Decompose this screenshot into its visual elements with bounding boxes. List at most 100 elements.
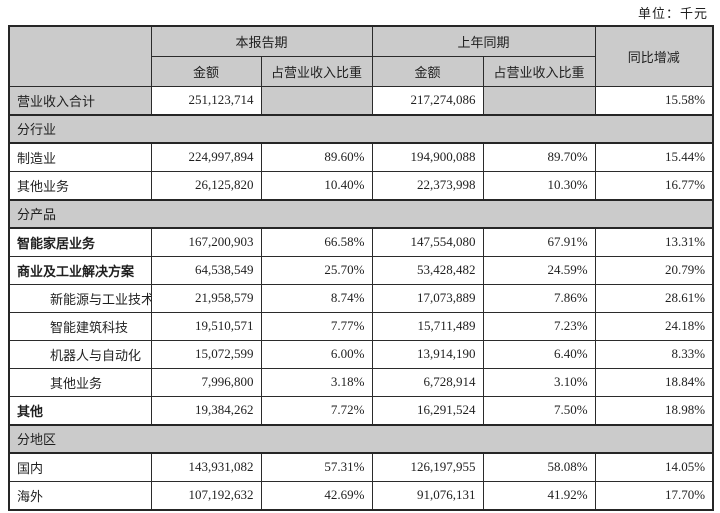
table-row: 海外 107,192,632 42.69% 91,076,131 41.92% … — [8, 480, 714, 510]
cell-current-amount: 7,996,800 — [150, 367, 262, 397]
cell-prior-amount: 194,900,088 — [371, 142, 484, 172]
table-row: 商业及工业解决方案 64,538,549 25.70% 53,428,482 2… — [8, 255, 714, 285]
table-row: 国内 143,931,082 57.31% 126,197,955 58.08%… — [8, 452, 714, 482]
cell-prior-amount: 16,291,524 — [371, 395, 484, 425]
header-prior-amount: 金额 — [371, 55, 484, 87]
section-label: 分地区 — [8, 423, 714, 454]
header-row-periods: 本报告期 上年同期 同比增减 — [8, 25, 714, 87]
table-row-total: 营业收入合计 251,123,714 217,274,086 15.58% — [8, 85, 714, 115]
cell-current-amount: 64,538,549 — [150, 255, 262, 285]
row-label: 海外 — [8, 480, 152, 510]
cell-prior-amount: 147,554,080 — [371, 227, 484, 257]
cell-current-amount: 21,958,579 — [150, 283, 262, 313]
cell-prior-amount: 17,073,889 — [371, 283, 484, 313]
cell-current-share: 25.70% — [260, 255, 373, 285]
cell-prior-share: 7.50% — [482, 395, 596, 425]
row-label: 智能家居业务 — [8, 227, 152, 257]
cell-current-amount: 224,997,894 — [150, 142, 262, 172]
cell-prior-share: 6.40% — [482, 339, 596, 369]
cell-current-share: 89.60% — [260, 142, 373, 172]
row-label: 其他业务 — [8, 367, 152, 397]
table-row: 智能建筑科技 19,510,571 7.77% 15,711,489 7.23%… — [8, 311, 714, 341]
header-prior-share: 占营业收入比重 — [482, 55, 596, 87]
cell-yoy: 17.70% — [594, 480, 714, 510]
table-row: 制造业 224,997,894 89.60% 194,900,088 89.70… — [8, 142, 714, 172]
cell-prior-amount: 91,076,131 — [371, 480, 484, 510]
cell-prior-amount: 6,728,914 — [371, 367, 484, 397]
cell-yoy: 20.79% — [594, 255, 714, 285]
cell-prior-amount: 126,197,955 — [371, 452, 484, 482]
table-row: 其他业务 7,996,800 3.18% 6,728,914 3.10% 18.… — [8, 367, 714, 397]
row-label: 营业收入合计 — [8, 85, 152, 115]
cell-current-share — [260, 85, 373, 115]
cell-current-amount: 26,125,820 — [150, 170, 262, 200]
section-label: 分产品 — [8, 198, 714, 229]
section-row-region: 分地区 — [8, 423, 714, 454]
table-row: 其他 19,384,262 7.72% 16,291,524 7.50% 18.… — [8, 395, 714, 425]
cell-current-share: 66.58% — [260, 227, 373, 257]
cell-prior-share: 58.08% — [482, 452, 596, 482]
row-label: 制造业 — [8, 142, 152, 172]
table-row: 智能家居业务 167,200,903 66.58% 147,554,080 67… — [8, 227, 714, 257]
section-row-industry: 分行业 — [8, 113, 714, 144]
cell-prior-share: 7.23% — [482, 311, 596, 341]
cell-prior-share: 41.92% — [482, 480, 596, 510]
row-label: 机器人与自动化 — [8, 339, 152, 369]
cell-prior-share: 67.91% — [482, 227, 596, 257]
cell-prior-amount: 22,373,998 — [371, 170, 484, 200]
cell-yoy: 16.77% — [594, 170, 714, 200]
cell-yoy: 13.31% — [594, 227, 714, 257]
cell-current-amount: 15,072,599 — [150, 339, 262, 369]
cell-prior-amount: 15,711,489 — [371, 311, 484, 341]
cell-current-amount: 107,192,632 — [150, 480, 262, 510]
cell-prior-amount: 53,428,482 — [371, 255, 484, 285]
header-yoy: 同比增减 — [594, 25, 714, 87]
cell-prior-share: 10.30% — [482, 170, 596, 200]
table-row: 新能源与工业技术 21,958,579 8.74% 17,073,889 7.8… — [8, 283, 714, 313]
row-label: 新能源与工业技术 — [8, 283, 152, 313]
header-corner-cell — [8, 25, 152, 87]
cell-prior-share — [482, 85, 596, 115]
header-row-metrics: 金额 占营业收入比重 金额 占营业收入比重 — [9, 55, 713, 87]
cell-prior-share: 89.70% — [482, 142, 596, 172]
cell-yoy: 28.61% — [594, 283, 714, 313]
header-current-period: 本报告期 — [150, 25, 373, 57]
cell-yoy: 8.33% — [594, 339, 714, 369]
cell-prior-amount: 217,274,086 — [371, 85, 484, 115]
cell-current-share: 10.40% — [260, 170, 373, 200]
header-current-amount: 金额 — [150, 55, 262, 87]
section-label: 分行业 — [8, 113, 714, 144]
row-label: 智能建筑科技 — [8, 311, 152, 341]
cell-current-amount: 19,510,571 — [150, 311, 262, 341]
cell-prior-amount: 13,914,190 — [371, 339, 484, 369]
revenue-breakdown-table: 本报告期 上年同期 同比增减 金额 占营业收入比重 金额 占营业收入比重 营业收… — [8, 25, 715, 511]
cell-prior-share: 24.59% — [482, 255, 596, 285]
cell-yoy: 18.98% — [594, 395, 714, 425]
section-row-product: 分产品 — [8, 198, 714, 229]
cell-yoy: 15.44% — [594, 142, 714, 172]
cell-yoy: 15.58% — [594, 85, 714, 115]
table-row: 机器人与自动化 15,072,599 6.00% 13,914,190 6.40… — [8, 339, 714, 369]
row-label: 国内 — [8, 452, 152, 482]
cell-current-amount: 19,384,262 — [150, 395, 262, 425]
cell-current-amount: 167,200,903 — [150, 227, 262, 257]
cell-current-share: 57.31% — [260, 452, 373, 482]
cell-current-amount: 251,123,714 — [150, 85, 262, 115]
header-current-share: 占营业收入比重 — [260, 55, 373, 87]
cell-current-share: 7.72% — [260, 395, 373, 425]
cell-prior-share: 3.10% — [482, 367, 596, 397]
row-label: 其他 — [8, 395, 152, 425]
cell-yoy: 14.05% — [594, 452, 714, 482]
cell-current-share: 3.18% — [260, 367, 373, 397]
cell-current-share: 7.77% — [260, 311, 373, 341]
header-prior-period: 上年同期 — [371, 25, 596, 57]
unit-label: 单位：千元 — [637, 6, 708, 21]
cell-yoy: 24.18% — [594, 311, 714, 341]
row-label: 商业及工业解决方案 — [8, 255, 152, 285]
table-row: 其他业务 26,125,820 10.40% 22,373,998 10.30%… — [8, 170, 714, 200]
cell-current-amount: 143,931,082 — [150, 452, 262, 482]
cell-current-share: 42.69% — [260, 480, 373, 510]
cell-yoy: 18.84% — [594, 367, 714, 397]
cell-prior-share: 7.86% — [482, 283, 596, 313]
cell-current-share: 6.00% — [260, 339, 373, 369]
